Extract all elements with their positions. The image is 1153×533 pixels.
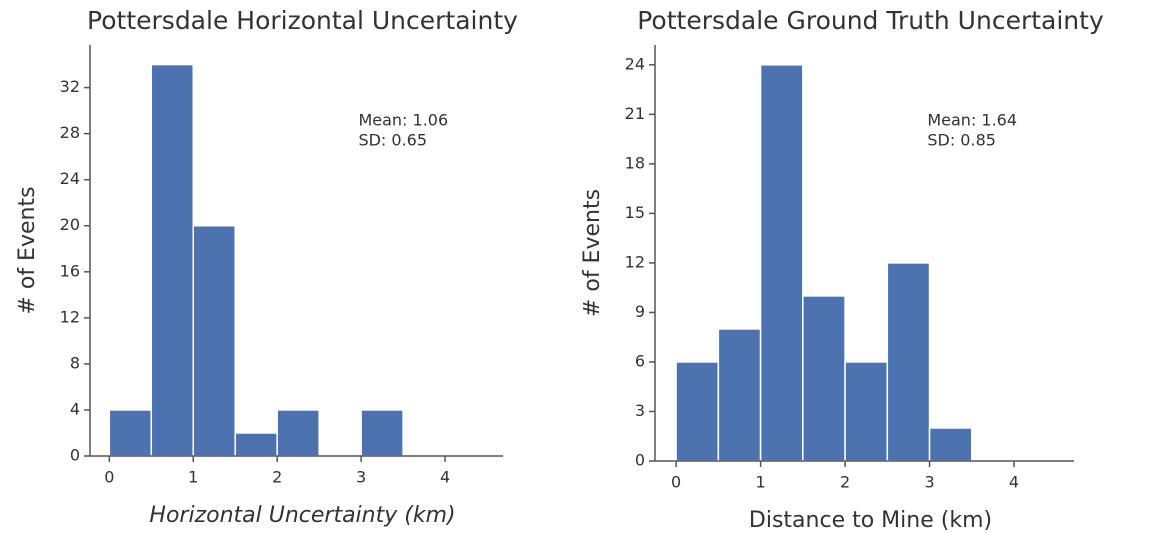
- y-tick-label: 18: [625, 153, 645, 172]
- x-tick-label: 3: [924, 473, 934, 492]
- x-tick-label: 2: [272, 468, 282, 487]
- bar: [802, 295, 846, 462]
- x-tick-label: 4: [1009, 473, 1019, 492]
- annotation: SD: 0.85: [927, 131, 996, 150]
- y-tick-label: 3: [635, 401, 645, 420]
- annotation: Mean: 1.06: [358, 111, 448, 130]
- bar: [234, 432, 278, 457]
- bar: [276, 409, 320, 457]
- y-tick-label: 28: [60, 123, 80, 142]
- y-tick-label: 4: [70, 399, 80, 418]
- x-axis-label: Horizontal Uncertainty (km): [149, 503, 455, 528]
- y-tick-label: 12: [60, 307, 80, 326]
- y-tick-label: 8: [70, 353, 80, 372]
- y-tick-label: 9: [635, 302, 645, 321]
- y-axis-label: # of Events: [580, 189, 605, 317]
- x-tick-label: 2: [840, 473, 850, 492]
- bar: [108, 409, 153, 457]
- x-tick-label: 0: [671, 473, 681, 492]
- bar: [717, 328, 762, 462]
- bar: [360, 409, 404, 457]
- y-tick-label: 24: [625, 54, 645, 73]
- bar: [675, 361, 720, 462]
- y-tick-label: 0: [635, 451, 645, 470]
- bar: [844, 361, 889, 462]
- y-tick-label: 32: [60, 77, 80, 96]
- annotation: Mean: 1.64: [927, 111, 1017, 130]
- bar: [192, 224, 236, 457]
- x-tick-label: 1: [188, 468, 198, 487]
- y-tick-label: 12: [625, 252, 645, 271]
- y-tick-label: 0: [70, 446, 80, 465]
- bar: [886, 262, 931, 462]
- y-tick-label: 20: [60, 215, 80, 234]
- x-tick-label: 4: [440, 468, 450, 487]
- chart-title: Pottersdale Ground Truth Uncertainty: [637, 6, 1104, 35]
- chart-title: Pottersdale Horizontal Uncertainty: [87, 6, 518, 35]
- annotation: SD: 0.65: [358, 131, 427, 150]
- y-tick-label: 6: [635, 351, 645, 370]
- x-axis-label: Distance to Mine (km): [749, 508, 992, 533]
- y-tick-label: 15: [625, 203, 645, 222]
- y-tick-label: 16: [60, 261, 80, 280]
- y-axis-label: # of Events: [15, 186, 40, 314]
- bar: [759, 64, 804, 462]
- bar: [150, 63, 195, 457]
- y-tick-label: 21: [625, 104, 645, 123]
- x-tick-label: 0: [104, 468, 114, 487]
- bar: [928, 427, 973, 462]
- x-tick-label: 1: [756, 473, 766, 492]
- y-tick-label: 24: [60, 169, 80, 188]
- x-tick-label: 3: [356, 468, 366, 487]
